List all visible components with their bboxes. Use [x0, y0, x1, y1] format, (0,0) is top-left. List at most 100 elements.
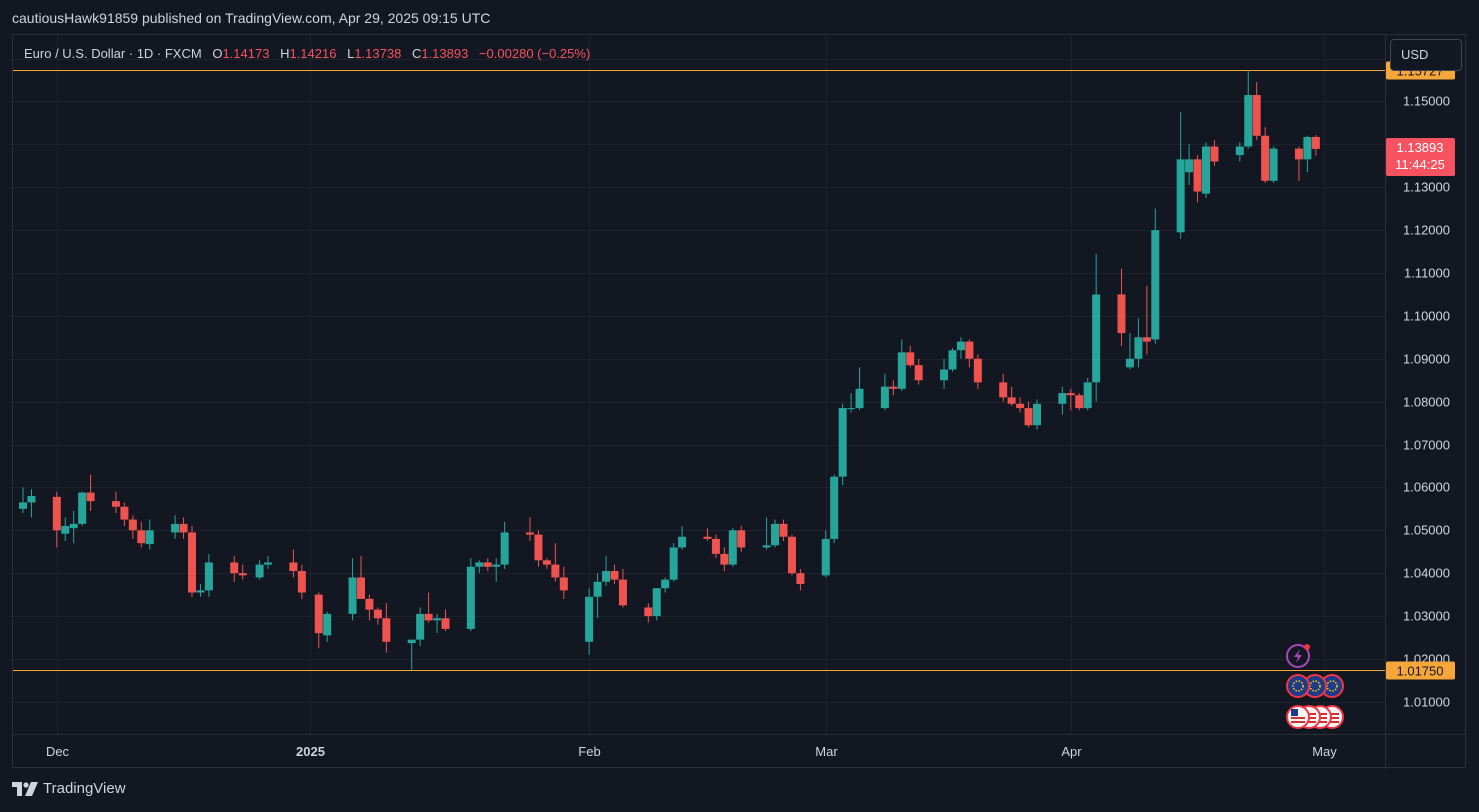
- candle: [644, 603, 653, 623]
- candle-body: [78, 492, 87, 524]
- candle: [973, 354, 982, 389]
- economic-events[interactable]: [1286, 644, 1344, 729]
- candle-body: [1033, 403, 1041, 426]
- candle: [593, 573, 602, 619]
- candle-body: [475, 562, 484, 567]
- candle: [1176, 112, 1185, 239]
- candlestick-chart[interactable]: 1.160001.150001.140001.130001.120001.110…: [13, 35, 1467, 769]
- candle-body: [1134, 337, 1143, 359]
- candle-body: [618, 579, 627, 606]
- candle: [128, 515, 137, 539]
- time-tick-label: Dec: [46, 744, 70, 759]
- candle: [1294, 146, 1303, 181]
- candle-body: [1193, 159, 1202, 192]
- candle: [238, 564, 247, 580]
- candle-body: [610, 571, 619, 580]
- candle: [855, 367, 864, 411]
- candle: [69, 511, 78, 544]
- candle-body: [889, 386, 898, 389]
- price-tick-label: 1.08000: [1403, 395, 1450, 410]
- candle: [847, 393, 856, 413]
- candle-body: [188, 532, 196, 593]
- candle-body: [956, 341, 965, 351]
- candle-body: [1311, 136, 1320, 149]
- candle-body: [1066, 393, 1075, 396]
- candle-body: [1269, 148, 1278, 181]
- candle-body: [230, 562, 239, 574]
- candle: [948, 348, 957, 372]
- candle-body: [1202, 146, 1210, 194]
- low-label: L: [347, 46, 355, 61]
- candle: [111, 491, 120, 514]
- candle: [728, 528, 737, 567]
- tradingview-footer-logo[interactable]: TradingView: [12, 780, 126, 797]
- candle-body: [847, 408, 856, 410]
- candle: [711, 534, 720, 559]
- candle: [86, 474, 95, 512]
- candle-body: [703, 536, 712, 539]
- candle: [61, 517, 70, 542]
- candle: [652, 588, 661, 621]
- candle-body: [711, 538, 720, 554]
- candle-body: [348, 577, 357, 614]
- candle-body: [373, 609, 382, 619]
- price-tick-label: 1.11000: [1404, 266, 1450, 281]
- candle: [1033, 399, 1041, 430]
- candle-body: [1092, 294, 1101, 383]
- bolt-event-icon[interactable]: [1286, 644, 1310, 668]
- candle: [551, 543, 560, 582]
- price-tick-label: 1.01000: [1403, 695, 1450, 710]
- candle-body: [86, 492, 95, 502]
- candle: [880, 373, 889, 411]
- price-tick-label: 1.12000: [1403, 223, 1450, 238]
- horizontal-levels: [13, 70, 1385, 671]
- candle: [956, 337, 965, 359]
- candle: [1083, 378, 1092, 411]
- published-caption: cautiousHawk91859 published on TradingVi…: [12, 10, 491, 26]
- candle-body: [69, 523, 78, 529]
- candle: [475, 560, 484, 574]
- candle-body: [771, 523, 780, 546]
- candle: [542, 558, 551, 569]
- candle-body: [669, 547, 678, 580]
- candle: [1117, 268, 1126, 346]
- candle-body: [762, 545, 771, 548]
- candle: [906, 345, 915, 368]
- candle-body: [416, 613, 425, 640]
- candle-body: [880, 386, 889, 409]
- grid-lines: [13, 35, 1385, 734]
- candle-body: [914, 365, 923, 381]
- candle: [441, 609, 450, 632]
- candle-body: [1125, 358, 1134, 368]
- candle-body: [661, 579, 670, 589]
- candle-body: [357, 577, 365, 599]
- eu-flag-event-icon[interactable]: [1286, 674, 1344, 698]
- candle: [466, 558, 475, 632]
- candle: [737, 526, 746, 552]
- candle: [830, 474, 839, 544]
- candle: [264, 556, 273, 569]
- currency-button[interactable]: USD: [1390, 39, 1462, 71]
- candle-body: [644, 607, 653, 617]
- chart-container[interactable]: 1.160001.150001.140001.130001.120001.110…: [12, 34, 1467, 769]
- time-axis[interactable]: Dec 2025 Feb Mar Apr May: [46, 744, 1337, 759]
- candle: [27, 489, 36, 518]
- candle-body: [602, 571, 611, 582]
- candle: [1024, 401, 1033, 428]
- candle-body: [897, 352, 906, 389]
- change-value: −0.00280 (−0.25%): [478, 46, 591, 61]
- candle-body: [1303, 137, 1312, 160]
- candle: [703, 528, 712, 542]
- time-tick-label: Apr: [1061, 744, 1082, 759]
- candle: [416, 607, 425, 647]
- candle: [424, 592, 433, 623]
- candle-body: [737, 530, 746, 548]
- candle: [314, 592, 323, 649]
- symbol-name[interactable]: Euro / U.S. Dollar · 1D · FXCM: [24, 46, 202, 61]
- candle: [559, 566, 568, 599]
- candle-body: [1007, 397, 1016, 404]
- candle: [145, 519, 154, 550]
- us-flag-event-icon[interactable]: [1286, 705, 1344, 729]
- candle: [940, 358, 949, 389]
- candle-body: [948, 350, 957, 370]
